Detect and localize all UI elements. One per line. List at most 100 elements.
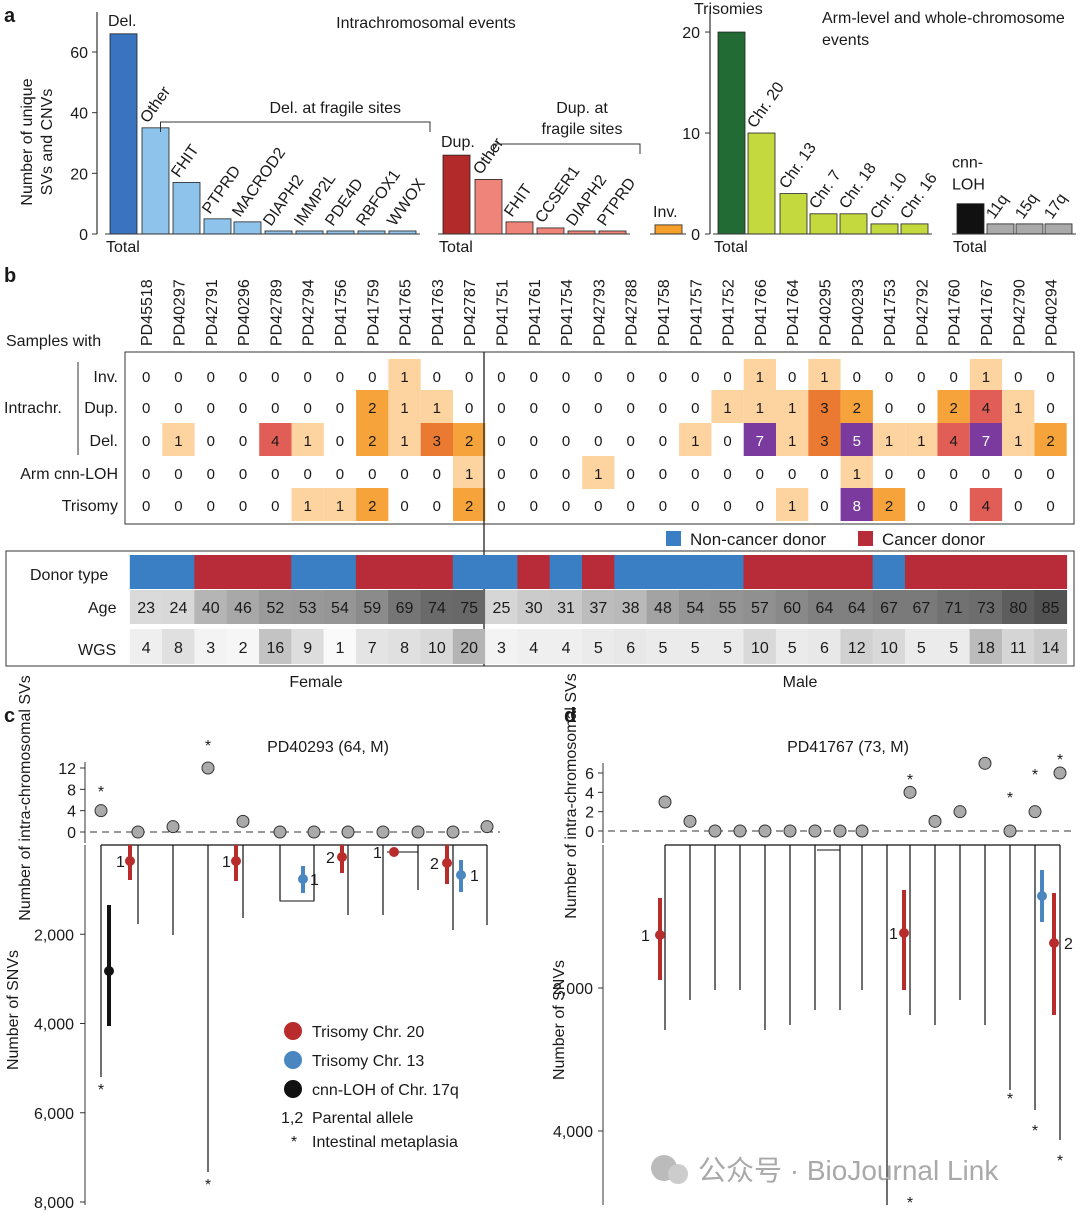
b-heatmap-cell-value: 0 <box>271 498 279 515</box>
b-heatmap-cell-value: 0 <box>1014 466 1022 483</box>
a-bar-other <box>474 178 503 235</box>
b-sample-label: PD41752 <box>721 279 738 346</box>
b-wgs-cell <box>323 629 357 664</box>
b-heatmap-cell-value: 0 <box>659 369 667 386</box>
b-heatmap-cell-value: 1 <box>917 433 925 450</box>
b-heatmap-cell-value: 1 <box>885 433 893 450</box>
d-tip-sv-point <box>1028 805 1042 819</box>
d-tip-sv-point <box>783 824 797 838</box>
c-event-point <box>298 874 308 884</box>
d-title: PD41767 (73, M) <box>787 739 909 756</box>
b-heatmap-cell-fill <box>808 359 841 392</box>
b-heatmap-cell-fill <box>1034 423 1067 456</box>
b-age-cell <box>420 590 454 624</box>
b-age-cell <box>388 590 422 624</box>
b-wgs-cell <box>905 629 938 664</box>
b-heatmap-cell-value: 0 <box>982 466 990 483</box>
a-bar-label: Other <box>470 135 507 178</box>
b-wgs-value: 8 <box>174 640 183 657</box>
c-title: PD40293 (64, M) <box>267 739 389 756</box>
b-wgs-cell <box>420 629 454 664</box>
b-wgs-cell <box>711 629 745 664</box>
b-age-value: 74 <box>428 600 446 617</box>
b-wgs-value: 6 <box>626 640 635 657</box>
b-age-cell <box>582 590 615 624</box>
b-age-cell <box>872 590 906 624</box>
b-heatmap-cell-value: 1 <box>691 433 699 450</box>
b-age-value: 38 <box>622 600 640 617</box>
c-star: * <box>98 1082 104 1099</box>
b-heatmap-cell-value: 0 <box>142 400 150 417</box>
b-donor-type-cell <box>388 555 422 589</box>
c-subtree <box>279 900 315 902</box>
b-heatmap-cell-value: 0 <box>723 369 731 386</box>
a-bar-label: 15q <box>1012 191 1041 223</box>
b-wgs-cell <box>162 629 195 664</box>
b-heatmap-cell-value: 0 <box>174 498 182 515</box>
b-wgs-cell <box>1034 629 1068 664</box>
b-sample-label: PD41764 <box>785 279 802 346</box>
b-heatmap-cell-value: 1 <box>1014 433 1022 450</box>
b-wgs-value: 18 <box>977 640 995 657</box>
b-heatmap-cell-value: 0 <box>433 498 441 515</box>
c-top-tick-label: 8 <box>67 782 76 799</box>
b-heatmap-cell-fill <box>711 390 744 423</box>
b-sample-label: PD42792 <box>914 279 931 346</box>
panel-c-letter: c <box>4 705 15 727</box>
a-bar-label: FHIT <box>501 181 535 220</box>
b-heatmap-cell-value: 0 <box>1014 498 1022 515</box>
c-legend-key: 1,2 <box>281 1110 303 1127</box>
b-heatmap-cell-value: 4 <box>982 498 990 515</box>
c-event-allele: 1 <box>222 854 231 871</box>
b-donor-type-cell <box>646 555 680 589</box>
a-right-bar-chr-16 <box>900 223 929 235</box>
b-wgs-cell <box>872 629 906 664</box>
a-bar-label: Chr. 13 <box>776 140 820 192</box>
d-tip-sv-point <box>903 785 917 799</box>
b-heatmap-cell-value: 0 <box>530 369 538 386</box>
b-age-cell <box>226 590 260 624</box>
b-heatmap-cell-fill <box>872 423 906 456</box>
b-heatmap-cell-value: 1 <box>788 498 796 515</box>
c-event-point <box>456 870 466 880</box>
b-wgs-value: 2 <box>239 640 248 657</box>
b-age-value: 69 <box>396 600 414 617</box>
b-age-cell <box>129 590 163 624</box>
b-donor-type-label: Donor type <box>30 567 108 584</box>
b-age-value: 54 <box>686 600 704 617</box>
b-age-value: 64 <box>816 600 834 617</box>
b-heatmap-cell-value: 0 <box>562 433 570 450</box>
c-legend-label: cnn-LOH of Chr. 17q <box>312 1082 459 1099</box>
c-event-point <box>104 966 114 976</box>
b-heatmap-cell-value: 0 <box>562 369 570 386</box>
b-legend-swatch <box>666 531 681 546</box>
c-event-point <box>125 856 135 866</box>
a-bar-label: 11q <box>983 192 1012 223</box>
b-age-cell <box>355 590 389 624</box>
a-bar-ptprd <box>203 218 232 235</box>
b-heatmap-cell-fill <box>808 423 841 456</box>
b-wgs-cell <box>646 629 680 664</box>
b-heatmap-cell-value: 0 <box>465 400 473 417</box>
b-wgs-cell <box>969 629 1003 664</box>
b-heatmap-cell-fill <box>453 423 486 456</box>
b-heatmap-cell-value: 1 <box>303 433 311 450</box>
b-wgs-value: 5 <box>723 640 732 657</box>
b-donor-type-cell <box>291 555 325 589</box>
b-heatmap-cell-value: 1 <box>788 400 796 417</box>
b-heatmap-cell-value: 0 <box>239 433 247 450</box>
b-wgs-cell <box>1001 629 1035 664</box>
a-bar-label-main: Dup. <box>441 134 475 151</box>
b-donor-type-cell <box>614 555 648 589</box>
b-heatmap-cell-fill <box>679 423 712 456</box>
b-age-value: 85 <box>1042 600 1060 617</box>
c-tip-sv-point <box>94 804 108 818</box>
b-row-label: Trisomy <box>62 498 118 515</box>
a-left-ylabel-line2: SVs and CNVs <box>39 89 56 196</box>
c-star: * <box>98 784 104 801</box>
d-top-tick-label: 4 <box>585 785 594 802</box>
a-bracket-label: Del. at fragile sites <box>269 100 401 117</box>
b-heatmap-cell-fill <box>162 423 195 456</box>
c-tip-sv-point <box>307 825 321 839</box>
c-legend-label: Trisomy Chr. 13 <box>312 1053 424 1070</box>
